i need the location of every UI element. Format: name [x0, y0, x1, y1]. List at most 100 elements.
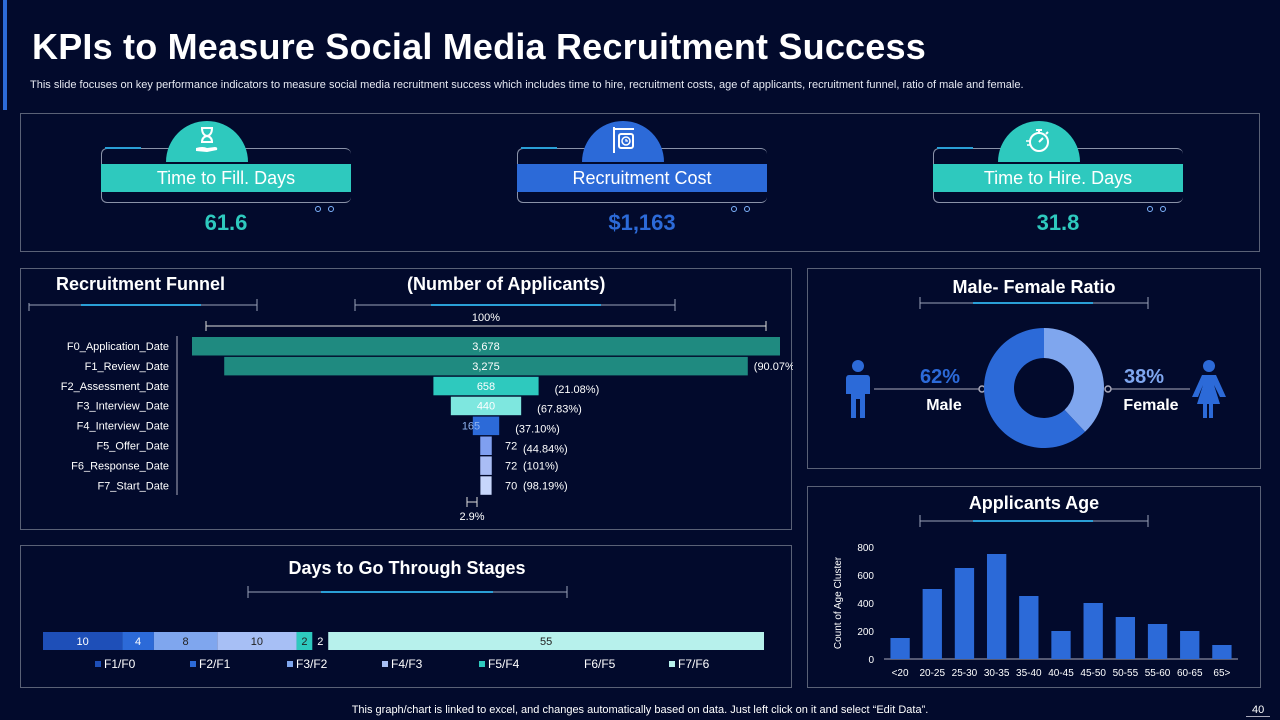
days-segment: [153, 632, 218, 650]
kpi-value: $1,163: [608, 210, 676, 235]
age-x-tick-label: 25-30: [952, 668, 978, 679]
days-segment: [217, 632, 297, 650]
age-y-tick-label: 200: [857, 627, 874, 638]
funnel-bottom-pct: 2.9%: [459, 511, 484, 523]
kpi-value: 31.8: [1036, 210, 1080, 235]
days-segment-label: 2: [317, 636, 323, 648]
days-stages-panel: Days to Go Through Stages 10 4 8 10 2 2 55 F1/F…: [20, 545, 792, 688]
footer-note: This graph/chart is linked to excel, and…: [351, 704, 929, 716]
kpi-time-to-fill: Time to Fill. Days 61.6: [101, 114, 361, 253]
days-segment-label: 4: [135, 636, 141, 648]
days-segment: [43, 632, 123, 650]
funnel-category-label: F5_Offer_Date: [96, 441, 169, 453]
age-y-tick-label: 600: [857, 571, 874, 582]
age-x-tick-label: 35-40: [1016, 668, 1042, 679]
funnel-conversion-label: (101%): [523, 460, 558, 472]
days-title: Days to Go Through Stages: [288, 558, 526, 578]
age-x-tick-label: 20-25: [919, 668, 945, 679]
age-x-tick-label: 40-45: [1048, 668, 1074, 679]
accent-bar: [3, 0, 7, 110]
funnel-conversion-label: (67.83%): [537, 404, 582, 416]
age-bar: [1051, 631, 1071, 659]
page-number: 40: [1252, 704, 1265, 716]
days-legend-label: F5/F4: [488, 657, 520, 671]
kpi-panel: Time to Fill. Days 61.6 Recruitment Cost…: [20, 113, 1260, 252]
hourglass-hand-icon: [166, 121, 248, 162]
age-bar: [1147, 624, 1168, 659]
funnel-category-label: F7_Start_Date: [97, 480, 169, 492]
age-chart: 0 200 400 600 800 <20 20-25 25-30 30-35 35-40 40-4…: [833, 515, 1238, 679]
funnel-bar: [450, 396, 522, 416]
funnel-category-label: F4_Interview_Date: [77, 421, 169, 433]
kpi-label: Time to Fill. Days: [101, 164, 351, 192]
female-label: Female: [1123, 397, 1178, 414]
age-y-tick-label: 800: [857, 543, 874, 554]
funnel-conversion-label: (44.84%): [523, 444, 568, 456]
days-legend-swatch: [190, 661, 196, 667]
male-person-icon: [846, 360, 870, 418]
days-segment: [328, 632, 764, 650]
days-legend-swatch: [95, 661, 101, 667]
funnel-bar: [433, 376, 539, 396]
funnel-subtitle: (Number of Applicants): [407, 274, 606, 294]
funnel-value-label: 165: [462, 421, 480, 433]
age-bar: [1019, 596, 1039, 659]
funnel-category-label: F2_Assessment_Date: [61, 381, 169, 393]
funnel-value-label: 3,678: [472, 341, 500, 353]
age-y-tick-label: 0: [868, 655, 874, 666]
page-number-underline: [1246, 716, 1270, 717]
age-x-tick-label: 55-60: [1145, 668, 1171, 679]
funnel-category-label: F3_Interview_Date: [77, 401, 169, 413]
days-segment-label: 10: [76, 636, 88, 648]
funnel-bar: [472, 416, 500, 436]
funnel-category-label: F1_Review_Date: [85, 361, 169, 373]
age-bar: [1083, 603, 1103, 659]
male-female-ratio-panel: Male- Female Ratio 62% Male 38% Female: [807, 268, 1261, 469]
stopwatch-icon: [998, 121, 1080, 162]
funnel-value-label: 72: [505, 441, 517, 453]
male-label: Male: [926, 397, 962, 414]
days-segment-label: 8: [183, 636, 189, 648]
page-subtitle: This slide focuses on key performance in…: [30, 79, 1024, 91]
funnel-conversion-label: (21.08%): [555, 384, 600, 396]
kpi-label: Recruitment Cost: [517, 164, 767, 192]
days-chart: 10 4 8 10 2 2 55 F1/F0 F2/F1 F3/F2 F4/F3 F5/F4 F6/F5…: [43, 586, 764, 671]
funnel-title: Recruitment Funnel: [56, 274, 226, 294]
funnel-conversion-label: (90.07%): [754, 361, 793, 373]
applicants-age-panel: Applicants Age 0 200 400 600 800 <20 20-25 25-3…: [807, 486, 1261, 688]
age-bar: [986, 554, 1007, 659]
age-bar: [1212, 645, 1232, 659]
funnel-bar: [224, 356, 748, 376]
donut-slice: [1044, 328, 1104, 432]
funnel-bar: [480, 436, 492, 455]
days-legend-swatch: [287, 661, 293, 667]
female-pct: 38%: [1124, 366, 1164, 388]
days-legend-label: F3/F2: [296, 657, 328, 671]
age-bar: [890, 638, 910, 659]
days-legend-label: F7/F6: [678, 657, 710, 671]
donut-slice: [984, 328, 1086, 448]
days-legend-swatch: [575, 661, 581, 667]
hanging-sign-clock-icon: [582, 121, 664, 162]
funnel-bar: [192, 337, 780, 356]
kpi-label: Time to Hire. Days: [933, 164, 1183, 192]
days-segment-label: 55: [540, 636, 552, 648]
days-legend-label: F6/F5: [584, 657, 616, 671]
age-x-tick-label: 45-50: [1080, 668, 1106, 679]
funnel-value-label: 70: [505, 480, 517, 492]
days-segment-label: 10: [251, 636, 263, 648]
age-x-tick-label: 65>: [1213, 668, 1230, 679]
days-legend-label: F4/F3: [391, 657, 423, 671]
ratio-chart: 62% Male 38% Female: [846, 297, 1226, 448]
age-x-tick-label: 60-65: [1177, 668, 1203, 679]
funnel-value-label: 72: [505, 460, 517, 472]
days-segment: [296, 632, 313, 650]
funnel-top-pct: 100%: [472, 312, 500, 324]
days-segment: [312, 632, 329, 650]
funnel-conversion-label: (37.10%): [515, 424, 560, 436]
funnel-category-label: F0_Application_Date: [67, 341, 169, 353]
age-bar: [1180, 631, 1200, 659]
ratio-title: Male- Female Ratio: [952, 277, 1116, 297]
funnel-category-label: F6_Response_Date: [71, 460, 169, 472]
age-bar: [922, 589, 942, 659]
